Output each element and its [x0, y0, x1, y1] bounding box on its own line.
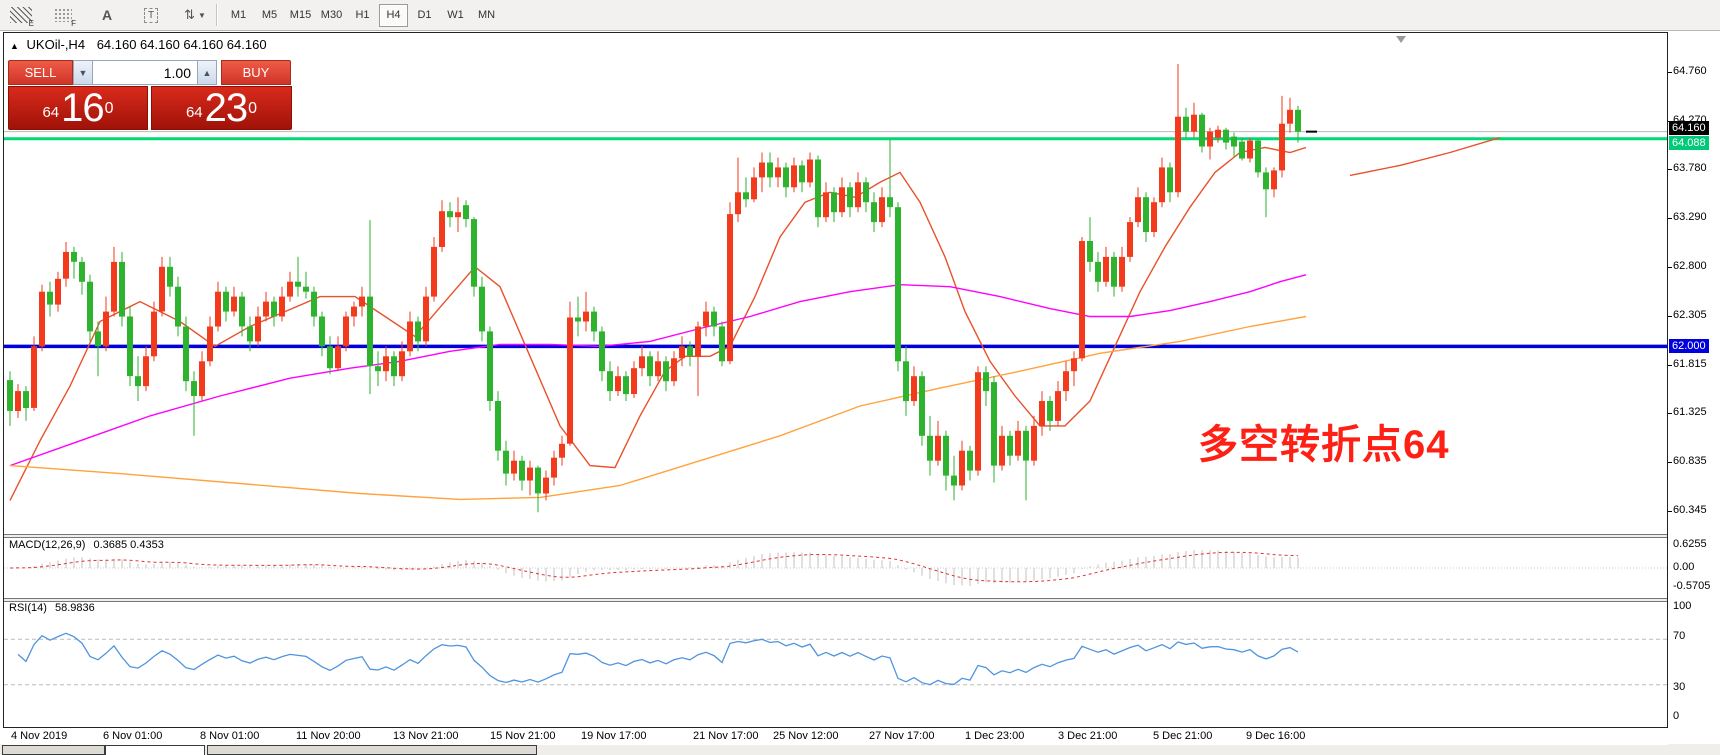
pane-splitter[interactable]: [4, 534, 1667, 538]
rsi-pane[interactable]: [4, 600, 1667, 727]
time-tick-label: 4 Nov 2019: [11, 730, 68, 742]
time-tick-label: 8 Nov 01:00: [200, 730, 260, 742]
volume-input[interactable]: [93, 60, 197, 85]
price-tick-label: 64.760: [1668, 65, 1707, 77]
time-tick-label: 21 Nov 17:00: [693, 730, 759, 742]
timeframe-w1[interactable]: W1: [447, 9, 464, 21]
price-tick-label: 63.290: [1668, 211, 1707, 224]
icon-sub-label: E: [28, 19, 34, 28]
pane-splitter[interactable]: [4, 598, 1667, 602]
time-tick-label: 5 Dec 21:00: [1153, 730, 1213, 742]
sell-price-display[interactable]: 64 16 0: [8, 86, 148, 130]
ohlc-quote: 64.160 64.160 64.160 64.160: [96, 37, 267, 52]
buy-button[interactable]: BUY: [221, 60, 291, 85]
sell-price-sup: 0: [104, 100, 114, 117]
price-axis[interactable]: 64.76064.27063.78063.29062.80062.30561.8…: [1668, 32, 1720, 727]
price-badge-62.000: 62.000: [1669, 339, 1709, 354]
timeframe-m15[interactable]: M15: [289, 9, 312, 21]
price-tick-label: 61.325: [1668, 406, 1707, 419]
volume-increase-button[interactable]: ▲: [197, 60, 217, 85]
price-tick-label: 63.780: [1668, 162, 1707, 175]
macd-pane[interactable]: [4, 537, 1667, 597]
sort-arrows-icon[interactable]: ⇅ ▼: [184, 7, 206, 22]
price-tick-label: 62.800: [1668, 259, 1707, 272]
macd-axis-label: 0.6255: [1673, 538, 1707, 550]
sell-price-prefix: 64: [42, 104, 60, 121]
text-label-icon[interactable]: A: [101, 7, 113, 23]
sell-price-main: 16: [61, 86, 104, 130]
icon-sub-label: F: [71, 19, 76, 28]
symbol-label: UKOil-,H4: [26, 37, 86, 52]
timeframe-h4[interactable]: H4: [379, 3, 408, 27]
time-tick-label: 19 Nov 17:00: [581, 730, 647, 742]
price-tick-label: 61.815: [1668, 357, 1707, 370]
macd-axis-label: 0.00: [1673, 561, 1695, 573]
chevron-down-icon: ▼: [197, 10, 206, 20]
time-tick-label: 3 Dec 21:00: [1058, 730, 1118, 742]
timeframe-m1[interactable]: M1: [230, 9, 247, 21]
timeframe-m5[interactable]: M5: [261, 9, 278, 21]
price-tick-label: 62.305: [1668, 309, 1707, 322]
chart-tab-bar: [0, 744, 1720, 755]
time-axis[interactable]: 4 Nov 2019 6 Nov 01:00 8 Nov 01:00 11 Nov 2…: [3, 727, 1668, 745]
macd-values: 0.3685 0.4353: [93, 539, 164, 551]
price-tick-label: 60.345: [1668, 503, 1707, 516]
time-tick-label: 11 Nov 20:00: [296, 730, 361, 742]
timeframe-bar: M1 M5 M15 M30 H1 H4 D1 W1 MN: [223, 3, 502, 27]
price-badge-64.088: 64.088: [1669, 135, 1709, 150]
time-tick-label: 13 Nov 21:00: [393, 730, 459, 742]
chart-tab[interactable]: [207, 745, 537, 755]
time-tick-label: 9 Dec 16:00: [1246, 730, 1306, 742]
time-tick-label: 6 Nov 01:00: [103, 730, 163, 742]
price-chart[interactable]: [4, 33, 1667, 533]
time-tick-label: 27 Nov 17:00: [869, 730, 935, 742]
chart-tab[interactable]: [2, 745, 105, 755]
volume-decrease-button[interactable]: ▼: [73, 60, 93, 85]
time-tick-label: 25 Nov 12:00: [773, 730, 839, 742]
buy-price-prefix: 64: [185, 104, 203, 121]
grid-hatch-icon[interactable]: F: [50, 3, 76, 28]
rsi-axis-label: 70: [1673, 630, 1686, 642]
buy-price-sup: 0: [248, 100, 258, 117]
macd-axis-label: -0.5705: [1673, 580, 1711, 592]
indicators-hatch-icon[interactable]: E: [8, 3, 34, 28]
timeframe-h1[interactable]: H1: [355, 9, 370, 21]
sell-button[interactable]: SELL: [8, 60, 73, 85]
one-click-trade-widget: SELL ▼ ▲ BUY 64 16 0 64 23 0: [8, 60, 292, 130]
chart-tab-active[interactable]: [105, 745, 205, 755]
toolbar: E F A T ⇅ ▼ M1 M5 M15 M30 H1 H4 D1 W1 MN: [0, 0, 1720, 31]
chart-title: ▲ UKOil-,H4 64.160 64.160 64.160 64.160: [10, 37, 267, 52]
timeframe-d1[interactable]: D1: [417, 9, 432, 21]
buy-price-main: 23: [204, 86, 248, 130]
rsi-axis-label: 30: [1673, 681, 1686, 693]
rsi-axis-label: 100: [1673, 600, 1692, 612]
rsi-label: RSI(14) 58.9836: [9, 602, 95, 614]
chart-annotation: 多空转折点64: [1198, 423, 1450, 467]
chart-window: [3, 32, 1668, 744]
collapse-triangle-icon[interactable]: ▲: [10, 41, 19, 51]
macd-label: MACD(12,26,9) 0.3685 0.4353: [9, 539, 164, 551]
timeframe-mn[interactable]: MN: [477, 9, 496, 21]
time-tick-label: 15 Nov 21:00: [490, 730, 556, 742]
timeframe-m30[interactable]: M30: [320, 9, 343, 21]
text-box-icon[interactable]: T: [138, 3, 164, 27]
rsi-axis-label: 0: [1673, 710, 1680, 722]
time-tick-label: 1 Dec 23:00: [965, 730, 1025, 742]
price-badge-64.160: 64.160: [1669, 120, 1709, 135]
rsi-value: 58.9836: [54, 602, 95, 614]
toolbar-separator: [216, 4, 217, 26]
price-tick-label: 60.835: [1668, 455, 1707, 468]
buy-price-display[interactable]: 64 23 0: [151, 86, 292, 130]
